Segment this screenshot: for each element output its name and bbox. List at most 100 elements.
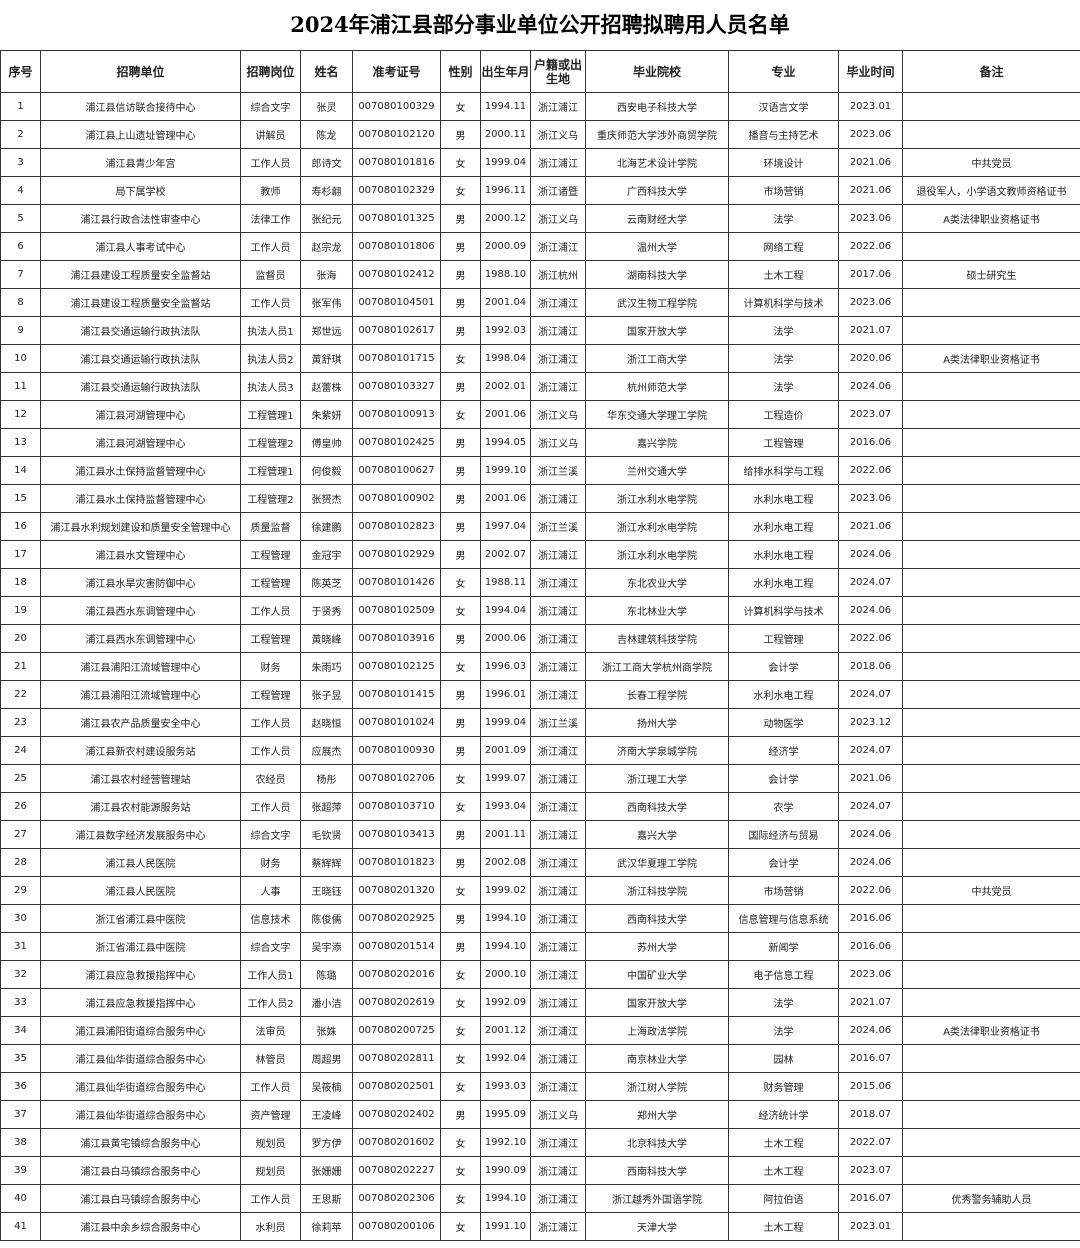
cell-position: 法律工作 [240,204,301,233]
header-name: 姓名 [300,50,353,93]
cell-hometown: 浙江浦江 [530,932,586,961]
cell-remarks [902,232,1080,261]
cell-hometown: 浙江浦江 [530,344,586,373]
cell-employer: 浦江县应急救援指挥中心 [40,960,241,989]
cell-major: 水利水电工程 [728,568,839,597]
cell-index: 18 [0,568,41,597]
cell-major: 农学 [728,792,839,821]
cell-exam-number: 007080103916 [352,624,441,653]
cell-exam-number: 007080201602 [352,1128,441,1157]
cell-graduation-date: 2021.07 [838,316,903,345]
cell-school: 扬州大学 [585,708,729,737]
cell-name: 张姗姗 [300,1156,353,1185]
cell-employer: 浦江县水旱灾害防御中心 [40,568,241,597]
cell-employer: 浙江省浦江县中医院 [40,904,241,933]
cell-employer: 浦江县数字经济发展服务中心 [40,820,241,849]
cell-graduation-date: 2016.06 [838,932,903,961]
table-row: 5 浦江县行政合法性审查中心 法律工作 张纪元 007080101325 男 2000.12… [0,204,1080,233]
cell-exam-number: 007080101823 [352,848,441,877]
cell-position: 综合文字 [240,932,301,961]
hiring-table: 序号 招聘单位 招聘岗位 姓名 准考证号 性别 出生年月 户籍或出生地 毕业院校 专业 毕业时间 备注… [0,50,1080,1241]
cell-birth-date: 2000.10 [480,960,531,989]
cell-birth-date: 2001.06 [480,484,531,513]
cell-index: 37 [0,1100,41,1129]
cell-major: 土木工程 [728,1156,839,1185]
cell-major: 经济统计学 [728,1100,839,1129]
cell-remarks [902,288,1080,317]
cell-index: 36 [0,1072,41,1101]
cell-gender: 女 [440,176,481,205]
cell-birth-date: 1994.04 [480,596,531,625]
header-school: 毕业院校 [585,50,729,93]
cell-exam-number: 007080101415 [352,680,441,709]
cell-remarks [902,484,1080,513]
cell-index: 1 [0,92,41,121]
cell-gender: 男 [440,708,481,737]
cell-birth-date: 2001.09 [480,736,531,765]
cell-major: 会计学 [728,848,839,877]
cell-employer: 浦江县交通运输行政执法队 [40,372,241,401]
cell-hometown: 浙江浦江 [530,764,586,793]
cell-index: 24 [0,736,41,765]
cell-hometown: 浙江浦江 [530,624,586,653]
cell-remarks [902,596,1080,625]
cell-remarks: 优秀警务辅助人员 [902,1184,1080,1213]
cell-exam-number: 007080102425 [352,428,441,457]
cell-exam-number: 007080102412 [352,260,441,289]
cell-major: 工程管理 [728,428,839,457]
cell-hometown: 浙江兰溪 [530,512,586,541]
cell-major: 水利水电工程 [728,680,839,709]
cell-index: 32 [0,960,41,989]
cell-employer: 浦江县上山遗址管理中心 [40,120,241,149]
cell-name: 王思斯 [300,1184,353,1213]
cell-name: 陈英芝 [300,568,353,597]
cell-remarks [902,848,1080,877]
cell-exam-number: 007080102929 [352,540,441,569]
table-row: 12 浦江县河湖管理中心 工程管理1 朱紫妍 007080100913 女 2001.06 浙… [0,400,1080,429]
cell-school: 兰州交通大学 [585,456,729,485]
cell-birth-date: 2002.01 [480,372,531,401]
cell-birth-date: 1994.05 [480,428,531,457]
table-row: 24 浦江县新农村建设服务站 工作人员 应展杰 007080100930 男 2001.09… [0,736,1080,765]
cell-school: 北海艺术设计学院 [585,148,729,177]
cell-birth-date: 1993.04 [480,792,531,821]
cell-graduation-date: 2024.06 [838,820,903,849]
cell-index: 6 [0,232,41,261]
cell-hometown: 浙江浦江 [530,652,586,681]
table-row: 23 浦江县农产品质量安全中心 工作人员 赵晓恒 007080101024 男 1999.0… [0,708,1080,737]
cell-employer: 浦江县建设工程质量安全监督站 [40,260,241,289]
cell-position: 水利员 [240,1212,301,1241]
cell-major: 播音与主持艺术 [728,120,839,149]
cell-position: 工作人员 [240,1184,301,1213]
header-employer: 招聘单位 [40,50,241,93]
cell-exam-number: 007080102706 [352,764,441,793]
cell-position: 财务 [240,652,301,681]
cell-graduation-date: 2023.12 [838,708,903,737]
cell-employer: 浦江县应急救援指挥中心 [40,988,241,1017]
cell-graduation-date: 2022.06 [838,232,903,261]
cell-employer: 浦江县水文管理中心 [40,540,241,569]
cell-school: 武汉华夏理工学院 [585,848,729,877]
cell-exam-number: 007080101715 [352,344,441,373]
cell-position: 执法人员1 [240,316,301,345]
cell-exam-number: 007080102823 [352,512,441,541]
cell-hometown: 浙江浦江 [530,1016,586,1045]
cell-remarks: 中共党员 [902,148,1080,177]
cell-position: 工作人员 [240,596,301,625]
cell-school: 西南科技大学 [585,1156,729,1185]
cell-position: 工程管理 [240,680,301,709]
cell-employer: 浦江县水土保持监督管理中心 [40,456,241,485]
cell-hometown: 浙江杭州 [530,260,586,289]
cell-name: 于贤秀 [300,596,353,625]
cell-hometown: 浙江浦江 [530,876,586,905]
header-hometown: 户籍或出生地 [530,50,586,93]
cell-position: 监督员 [240,260,301,289]
cell-graduation-date: 2021.06 [838,764,903,793]
cell-birth-date: 1994.10 [480,932,531,961]
cell-hometown: 浙江兰溪 [530,456,586,485]
cell-exam-number: 007080200725 [352,1016,441,1045]
cell-index: 41 [0,1212,41,1241]
cell-employer: 浦江县白马镇综合服务中心 [40,1156,241,1185]
cell-gender: 女 [440,148,481,177]
cell-major: 汉语言文学 [728,92,839,121]
